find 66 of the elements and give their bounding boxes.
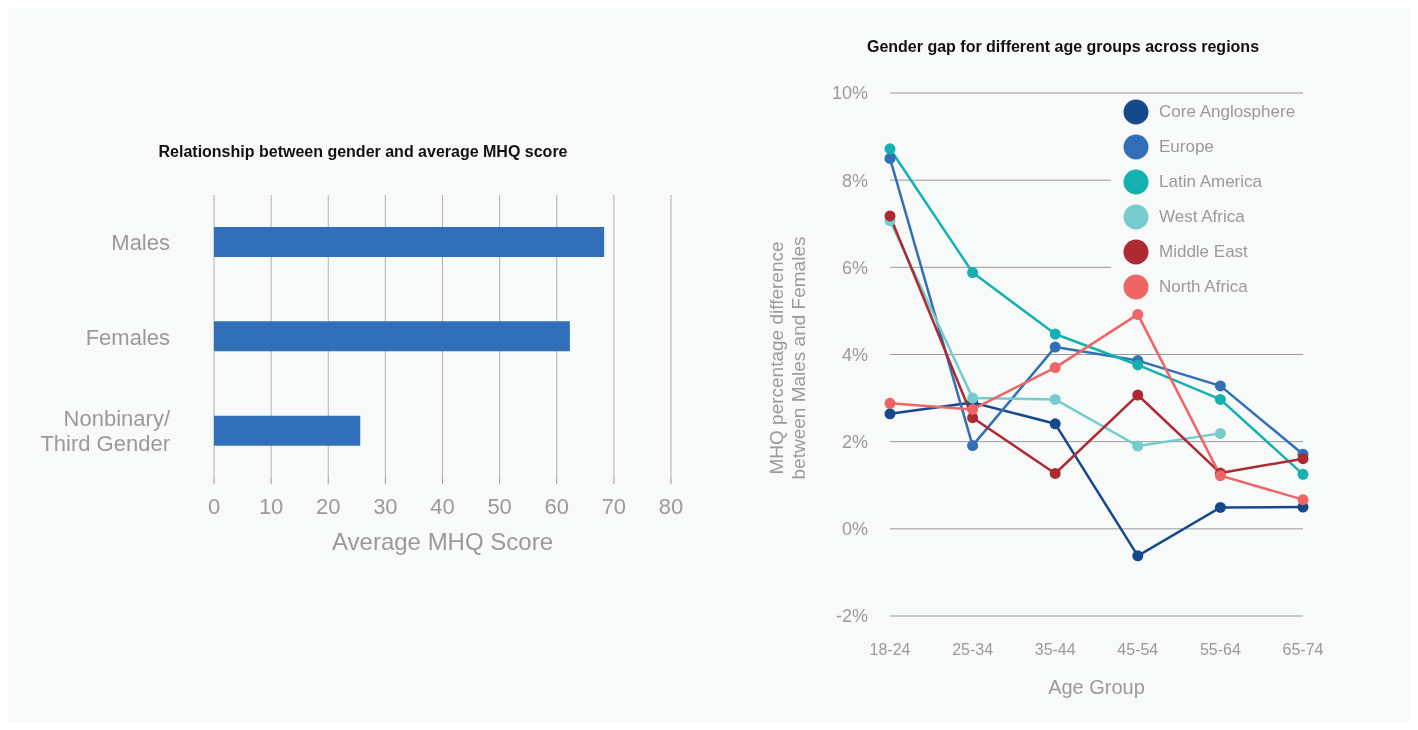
point — [884, 397, 896, 409]
y-tick-label: 0% — [841, 519, 868, 540]
point — [1049, 467, 1061, 479]
y-tick-label: Females — [85, 324, 170, 349]
point — [967, 440, 979, 452]
point — [1049, 328, 1061, 340]
legend-label: West Africa — [1159, 206, 1245, 227]
chart-title: Gender gap for different age groups across regions — [865, 38, 1261, 56]
legend-label: North Africa — [1159, 276, 1248, 297]
point — [1049, 393, 1061, 405]
x-tick-label: 80 — [658, 493, 684, 519]
point — [884, 152, 896, 164]
bar — [214, 415, 361, 446]
bar — [214, 227, 605, 257]
x-tick-label: 25-34 — [952, 641, 994, 659]
y-tick-label: 4% — [841, 344, 868, 365]
y-axis-title: MHQ percentage difference between Males and Females — [766, 236, 809, 480]
x-tick-label: 55-64 — [1199, 641, 1241, 659]
y-tick-label: Males — [111, 229, 170, 255]
point — [1214, 427, 1226, 439]
x-tick-label: 70 — [601, 493, 627, 519]
x-tick-label: 50 — [487, 493, 512, 519]
point — [1132, 359, 1144, 371]
x-tick-label: 18-24 — [869, 641, 911, 659]
point — [1049, 341, 1061, 353]
y-tick-label: Nonbinary/ Third Gender — [40, 405, 171, 456]
point — [884, 143, 896, 155]
point — [1297, 494, 1309, 506]
y-tick-label: 10% — [831, 83, 868, 104]
x-tick-label: 45-54 — [1117, 641, 1159, 659]
point — [967, 267, 979, 279]
legend-label: Europe — [1159, 136, 1214, 157]
x-tick-label: 10 — [258, 493, 284, 519]
point — [1297, 468, 1309, 480]
point — [1132, 550, 1144, 562]
point — [1214, 501, 1226, 513]
point — [1214, 380, 1226, 392]
point — [1214, 393, 1226, 405]
bar — [214, 321, 570, 352]
point — [884, 210, 896, 222]
legend-label: Latin America — [1159, 171, 1262, 192]
point — [1049, 362, 1061, 374]
y-tick-label: 6% — [841, 257, 868, 278]
point — [1049, 418, 1061, 430]
point — [967, 403, 979, 415]
y-tick-label: -2% — [835, 606, 868, 627]
x-tick-label: 0 — [207, 493, 221, 519]
x-tick-label: 60 — [544, 493, 569, 519]
chart-title: Relationship between gender and average MHQ score — [157, 143, 569, 161]
x-tick-label: 20 — [316, 493, 341, 519]
x-tick-label: 35-44 — [1034, 641, 1076, 659]
y-tick-label: 2% — [841, 432, 868, 453]
x-tick-label: 30 — [373, 493, 398, 519]
x-axis-title: Age Group — [1047, 676, 1146, 699]
point — [884, 408, 896, 420]
x-tick-label: 65-74 — [1282, 641, 1324, 659]
y-tick-label: 8% — [841, 170, 868, 191]
x-tick-label: 40 — [430, 493, 455, 519]
x-axis-title: Average MHQ Score — [331, 528, 554, 556]
point — [1132, 389, 1144, 401]
point — [1297, 453, 1309, 465]
point — [1132, 440, 1144, 452]
legend-label: Core Anglosphere — [1159, 101, 1296, 122]
point — [967, 392, 979, 404]
legend-label: Middle East — [1159, 241, 1248, 262]
point — [1132, 308, 1144, 320]
